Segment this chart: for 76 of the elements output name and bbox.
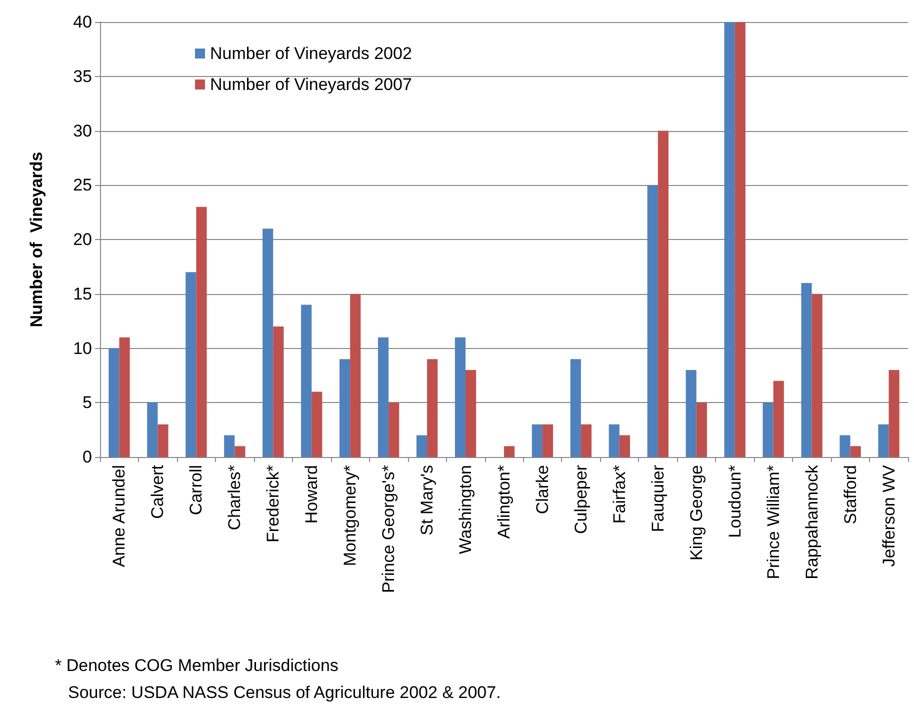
bar xyxy=(301,304,312,457)
text: * Denotes COG Member Jurisdictions xyxy=(55,656,338,675)
bar xyxy=(224,435,235,457)
bar xyxy=(580,424,592,457)
bar xyxy=(504,446,515,457)
y-tick-label: 35 xyxy=(73,66,92,86)
bar xyxy=(378,337,389,457)
bar xyxy=(312,392,322,457)
bar xyxy=(888,370,900,457)
x-tick-label: Frederick* xyxy=(264,464,283,542)
x-tick-label: Calvert xyxy=(148,464,168,519)
bar xyxy=(388,402,400,457)
bar xyxy=(532,424,542,457)
x-tick-label: Carroll xyxy=(186,465,206,516)
bar xyxy=(158,424,168,457)
bar xyxy=(542,424,554,457)
y-tick-label: 40 xyxy=(73,12,92,32)
x-tick-label: Jefferson WV xyxy=(879,464,898,567)
x-tick-label: Washington xyxy=(456,465,476,554)
x-tick-label: Culpeper xyxy=(571,464,590,534)
y-axis-title: Number of Vineyards xyxy=(27,152,46,328)
x-tick-label: Stafford xyxy=(840,465,860,524)
bar xyxy=(186,272,196,457)
y-tick-label: 20 xyxy=(73,230,92,249)
bar xyxy=(234,446,246,457)
y-tick-label: 25 xyxy=(73,176,92,195)
bar xyxy=(686,370,696,457)
y-tick-label: 0 xyxy=(82,448,92,466)
bar xyxy=(350,294,361,457)
bar xyxy=(416,435,428,457)
source-note: Source: USDA NASS Census of Agriculture 2002 & 2007. xyxy=(68,683,501,702)
bar xyxy=(773,380,784,457)
bar xyxy=(724,22,735,457)
x-tick-label: Clarke xyxy=(532,465,552,514)
legend-label: Number of Vineyards 2007 xyxy=(210,75,412,94)
bar xyxy=(878,424,889,457)
bar xyxy=(619,435,630,457)
bar xyxy=(850,446,861,457)
x-tick-label: King George xyxy=(686,465,706,560)
bar xyxy=(840,435,850,457)
x-tick-label: Charles* xyxy=(225,464,244,530)
x-tick-label: Fairfax* xyxy=(610,464,629,524)
bar xyxy=(466,370,476,457)
bar xyxy=(696,402,707,457)
bar xyxy=(119,337,130,457)
bar xyxy=(427,359,438,457)
x-tick-label: St Mary's xyxy=(418,465,437,536)
x-tick-label: Howard xyxy=(302,465,322,524)
bar xyxy=(273,326,284,457)
x-tick-label: Fauquier xyxy=(648,464,668,532)
y-tick-label: 10 xyxy=(73,338,92,358)
bar xyxy=(647,185,658,457)
bar xyxy=(734,22,746,457)
bar xyxy=(570,359,581,457)
bar xyxy=(454,337,466,457)
y-tick-label: 15 xyxy=(73,284,92,304)
bar xyxy=(108,348,120,457)
x-tick-label: Arlington* xyxy=(494,464,514,539)
bar xyxy=(262,228,274,457)
x-tick-label: Prince William* xyxy=(764,464,783,580)
x-tick-label: Montgomery* xyxy=(340,464,360,566)
bar xyxy=(196,206,207,457)
bar xyxy=(658,130,668,457)
bar xyxy=(340,359,350,457)
y-tick-label: 5 xyxy=(82,393,92,412)
x-tick-label: Prince George's* xyxy=(379,464,398,593)
bar xyxy=(608,424,620,457)
bar xyxy=(147,402,158,457)
legend-label: Number of Vineyards 2002 xyxy=(210,44,412,63)
bar xyxy=(762,402,774,457)
y-tick-label: 30 xyxy=(73,121,92,140)
x-tick-label: Anne Arundel xyxy=(110,465,129,568)
bar xyxy=(801,283,812,457)
x-tick-label: Rappahannock xyxy=(802,464,822,580)
bar xyxy=(812,294,822,457)
x-tick-label: Loudoun* xyxy=(725,464,744,538)
